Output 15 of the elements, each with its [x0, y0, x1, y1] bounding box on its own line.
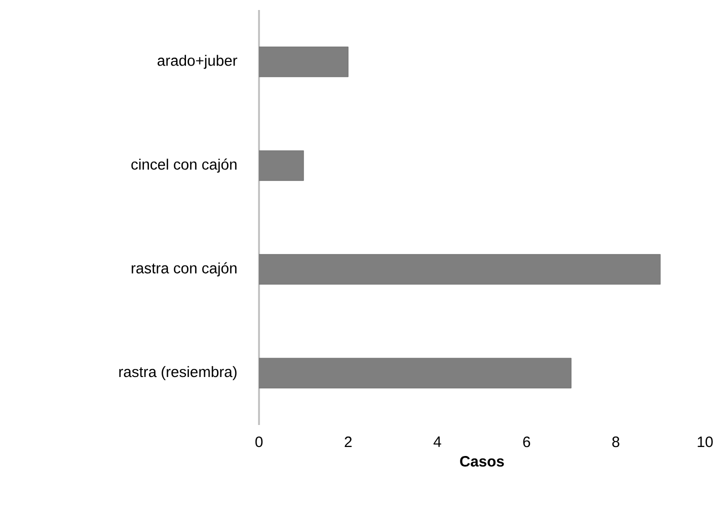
- x-tick-label: 4: [434, 436, 442, 447]
- bar: [259, 150, 304, 181]
- y-tick-label: arado+juber: [158, 54, 238, 69]
- x-tick-label: 8: [612, 436, 620, 448]
- y-tick-label: rastra con cajón: [132, 262, 236, 276]
- x-tick-label: 6: [523, 436, 530, 448]
- bar: [259, 358, 572, 388]
- x-tick-label: 0: [255, 436, 263, 448]
- bar: [259, 254, 661, 285]
- x-axis-title: Casos: [460, 456, 504, 467]
- bar: [259, 46, 348, 78]
- y-tick-label: cincel con cajón: [131, 158, 236, 173]
- x-tick-label: 2: [344, 436, 352, 447]
- x-tick-label: 10: [698, 436, 713, 448]
- y-tick-label: rastra (resiembra): [119, 366, 237, 380]
